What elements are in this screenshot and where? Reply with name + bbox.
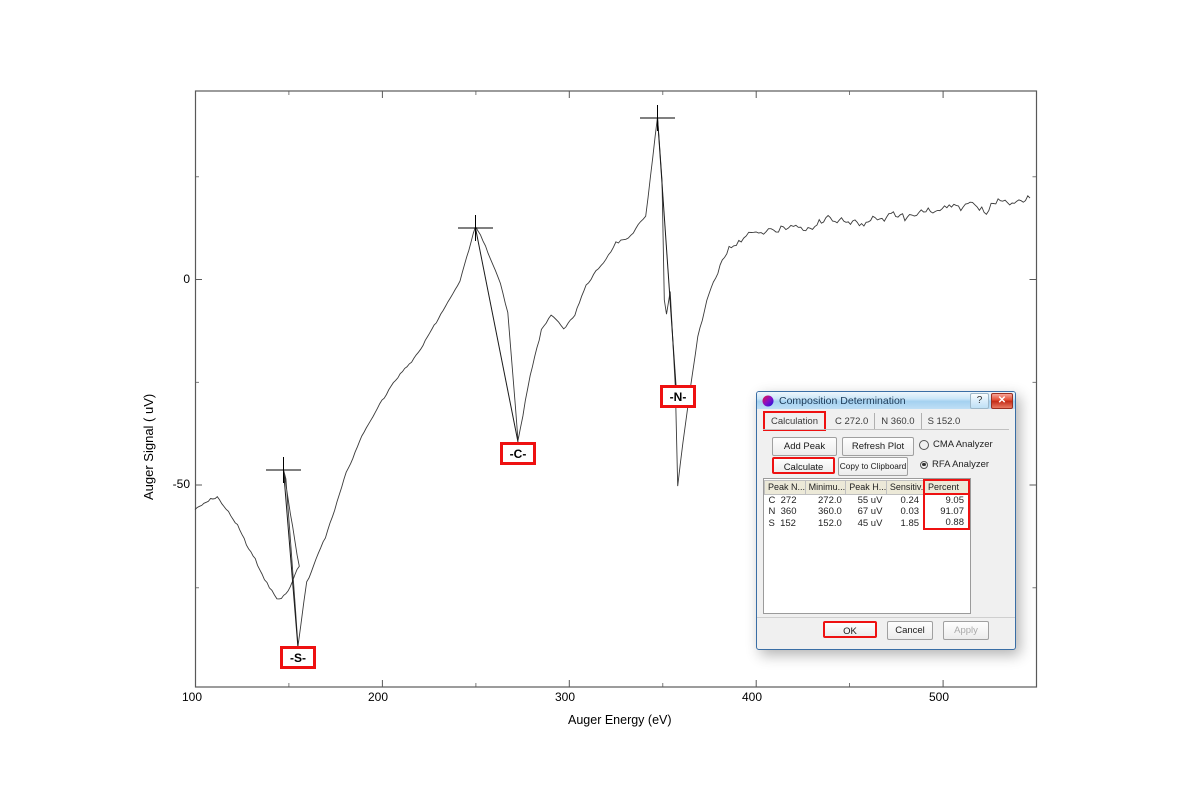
svg-text:Auger Signal ( uV): Auger Signal ( uV) [141, 394, 156, 500]
